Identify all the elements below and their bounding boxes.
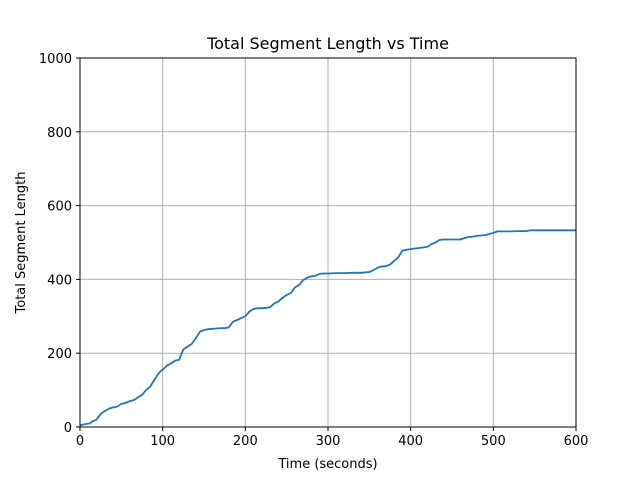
y-axis-label: Total Segment Length [14,172,29,315]
y-tick-label: 600 [47,200,72,215]
x-tick-label: 600 [564,434,589,449]
x-tick-label: 500 [481,434,506,449]
grid-lines [79,57,577,428]
y-tick-label: 400 [47,273,72,288]
y-tick-label: 1000 [39,52,72,67]
x-axis-label: Time (seconds) [277,457,377,472]
x-tick-label: 300 [316,434,341,449]
x-tick-label: 0 [76,434,84,449]
y-tick-label: 0 [64,421,72,436]
chart-title: Total Segment Length vs Time [206,34,449,53]
x-tick-label: 400 [398,434,423,449]
y-tick-label: 200 [47,347,72,362]
axis-ticks: 0 100 200 300 400 500 600 0 200 400 600 800 1000 [39,52,589,449]
x-tick-label: 100 [150,434,175,449]
x-tick-label: 200 [233,434,258,449]
series-line [79,229,576,427]
y-tick-label: 800 [47,126,72,141]
series-group [79,229,576,427]
